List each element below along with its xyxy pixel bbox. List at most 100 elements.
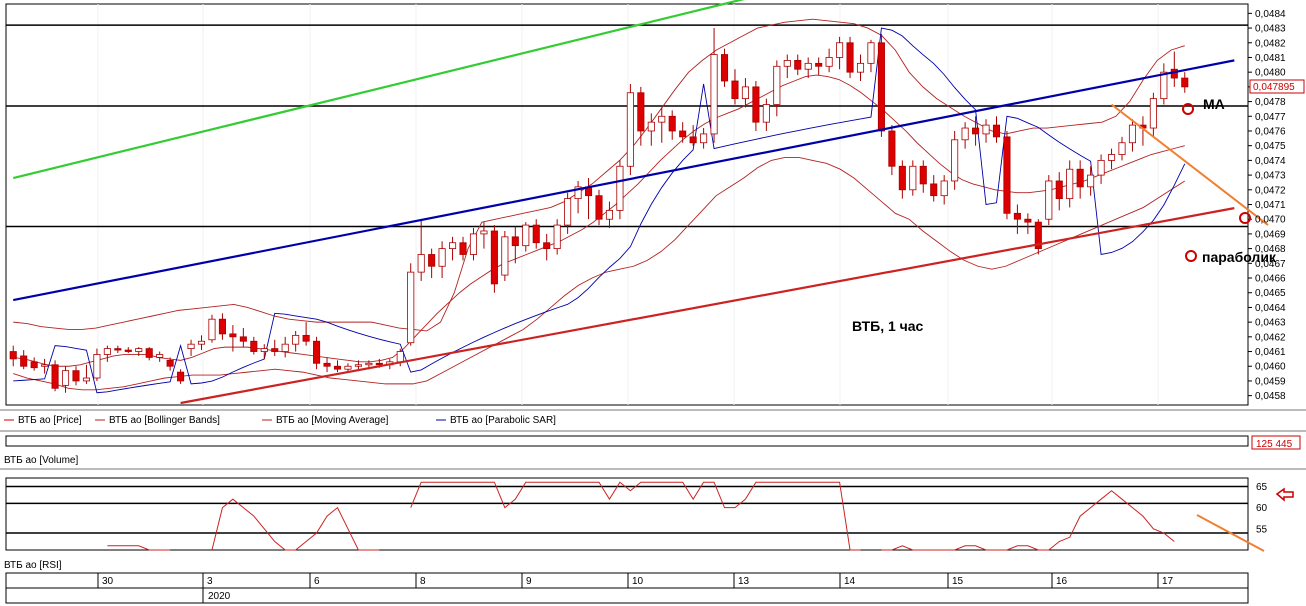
candle-body: [825, 57, 833, 67]
year-axis: [5, 587, 1249, 604]
rsi-panel: [5, 477, 1249, 551]
y-tick-label: 0,0458: [1255, 391, 1286, 402]
candle-body: [1076, 168, 1084, 188]
rsi-label: ВТБ ао [RSI]: [4, 560, 62, 571]
candle-body: [208, 318, 216, 341]
candle-body: [9, 351, 17, 360]
candle-body: [773, 65, 781, 105]
candle-body: [61, 370, 70, 386]
x-tick-label: 10: [632, 576, 644, 587]
candle-body: [919, 165, 927, 185]
y-tick-label: 0,0474: [1255, 156, 1286, 167]
y-tick-label: 0,0483: [1255, 24, 1286, 35]
bollinger-lower-line: [13, 156, 1186, 391]
candle-body: [762, 104, 770, 123]
x-tick-label: 30: [102, 576, 114, 587]
y-tick-label: 0,0468: [1255, 244, 1286, 255]
candle-body: [93, 354, 101, 379]
y-tick-label: 0,0469: [1255, 229, 1286, 240]
candle-body: [951, 139, 959, 182]
rsi-forecast-line: [1196, 514, 1265, 552]
candle-body: [522, 224, 530, 247]
candle-body: [930, 183, 938, 197]
candle-body: [187, 343, 195, 349]
y-tick-label: 0,0481: [1255, 53, 1286, 64]
y-tick-label: 0,0464: [1255, 303, 1286, 314]
candle-body: [103, 348, 111, 355]
candle-body: [166, 359, 174, 367]
y-tick-label: 0,0467: [1255, 259, 1286, 270]
candle-body: [700, 133, 708, 144]
candle-body: [480, 230, 488, 235]
candle-body: [616, 165, 624, 211]
legend-entry: ВТБ ао [Price]: [18, 415, 82, 426]
rsi-line: [107, 545, 171, 551]
candle-body: [354, 364, 362, 367]
candle-body: [689, 136, 697, 144]
rsi-tick-label: 65: [1256, 482, 1268, 493]
candle-body: [668, 115, 676, 132]
candle-body: [940, 180, 948, 197]
candle-body: [909, 165, 917, 191]
candle-body: [260, 348, 268, 352]
candle-body: [333, 365, 342, 370]
candle-body: [731, 80, 739, 100]
candle-body: [30, 361, 38, 369]
y-tick-label: 0,0466: [1255, 274, 1286, 285]
x-tick-label: 13: [738, 576, 750, 587]
y-tick-label: 0,0476: [1255, 126, 1286, 137]
candle-body: [323, 362, 331, 367]
candle-body: [271, 348, 279, 352]
candle-body: [20, 355, 28, 367]
candle-body: [1097, 159, 1105, 176]
candle-body: [972, 127, 980, 135]
candle-body: [1128, 124, 1137, 144]
candle-body: [469, 233, 478, 255]
volume-value-box: [1251, 435, 1301, 450]
candle-body: [898, 165, 906, 191]
candle-body: [804, 62, 812, 70]
y-tick-label: 0,0471: [1255, 200, 1286, 211]
y-tick-label: 0,0459: [1255, 376, 1286, 387]
candle-body: [794, 60, 802, 70]
candle-body: [1034, 221, 1042, 250]
candle-body: [124, 349, 132, 352]
candle-body: [218, 318, 226, 335]
trendline-blue: [13, 59, 1235, 302]
candle-body: [815, 62, 823, 67]
candle-body: [501, 236, 509, 276]
candle-body: [741, 86, 749, 100]
candle-body: [720, 54, 729, 82]
forecast-arrow-line: [1110, 103, 1269, 226]
y-tick-label: 0,0478: [1255, 97, 1286, 108]
y-tick-label: 0,0470: [1255, 215, 1286, 226]
volume-value: 125 445: [1256, 439, 1293, 450]
candle-body: [114, 348, 122, 351]
candle-body: [626, 92, 634, 167]
candle-body: [783, 60, 791, 67]
candle-body: [239, 336, 247, 342]
y-tick-label: 0,0465: [1255, 288, 1286, 299]
candle-body: [177, 371, 185, 382]
candle-body: [396, 351, 404, 363]
candle-body: [647, 121, 655, 132]
last-price-label: 0,047895: [1253, 82, 1295, 93]
y-tick-label: 0,0484: [1255, 9, 1286, 20]
candle-body: [1013, 212, 1021, 220]
candle-body: [1160, 71, 1168, 100]
y-tick-label: 0,0460: [1255, 362, 1286, 373]
y-tick-label: 0,0475: [1255, 141, 1286, 152]
candle-body: [428, 254, 436, 267]
candle-body: [41, 364, 49, 367]
parabolic-sar-line: [13, 27, 1186, 394]
rsi-line: [881, 490, 1175, 551]
candle-body: [281, 343, 289, 352]
candle-body: [459, 242, 467, 255]
y-tick-label: 0,0463: [1255, 318, 1286, 329]
y-tick-label: 0,0477: [1255, 112, 1286, 123]
candle-body: [836, 42, 844, 58]
candle-body: [679, 130, 687, 138]
y-tick-label: 0,0461: [1255, 347, 1286, 358]
ma-marker-icon: [1182, 103, 1194, 115]
